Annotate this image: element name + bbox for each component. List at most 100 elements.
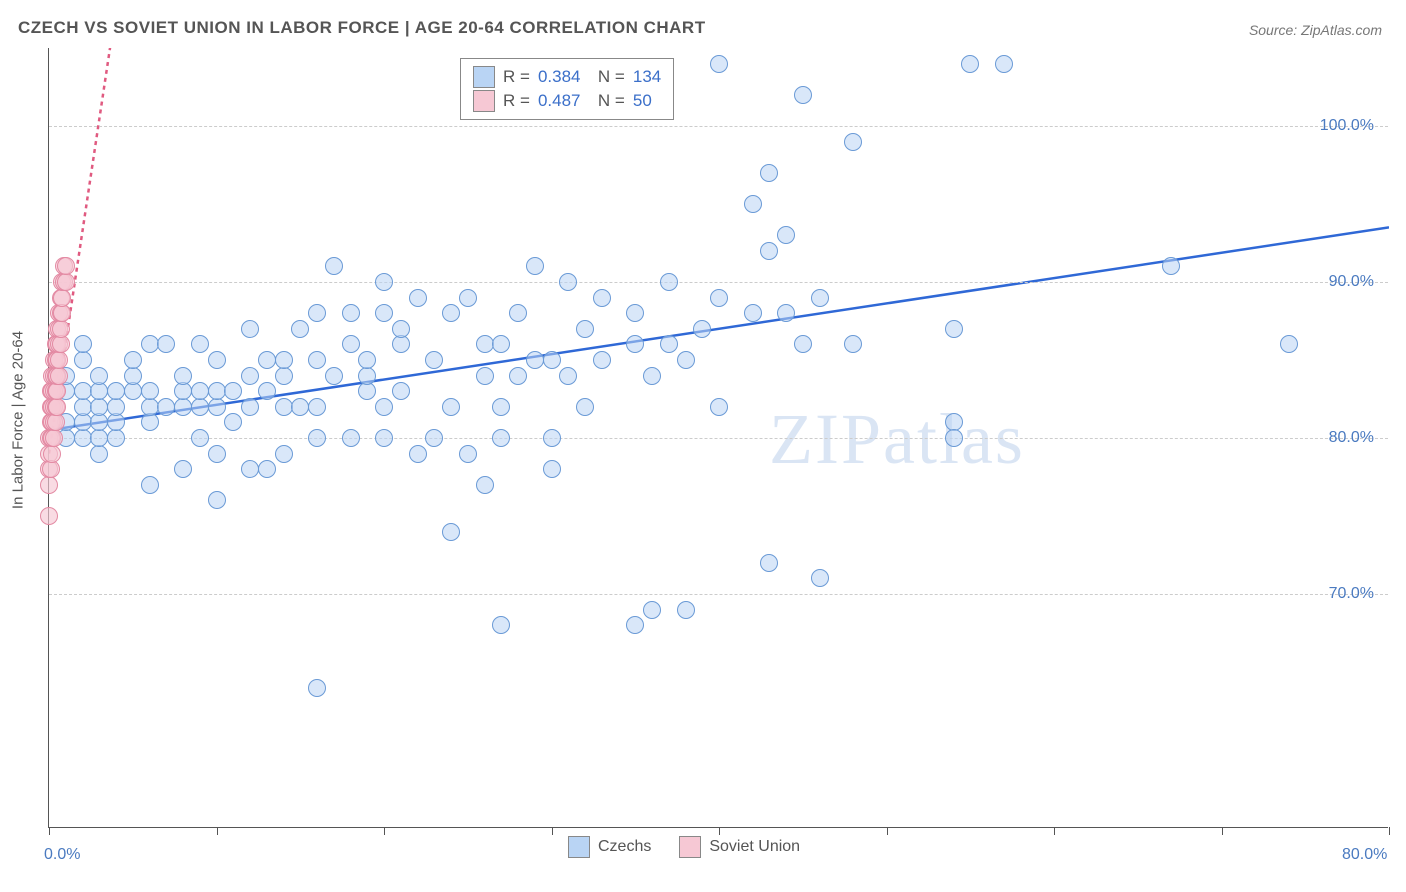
marker-czech — [174, 382, 192, 400]
marker-czech — [811, 569, 829, 587]
marker-czech — [492, 616, 510, 634]
marker-czech — [526, 257, 544, 275]
marker-czech — [442, 523, 460, 541]
marker-czech — [626, 335, 644, 353]
stat-r-label: R = — [503, 65, 530, 89]
marker-czech — [90, 429, 108, 447]
x-tick — [552, 827, 553, 835]
stat-n-label: N = — [588, 89, 624, 113]
x-tick-label: 0.0% — [44, 846, 80, 864]
marker-czech — [258, 351, 276, 369]
marker-czech — [208, 351, 226, 369]
marker-czech — [157, 335, 175, 353]
marker-czech — [191, 398, 209, 416]
marker-czech — [409, 289, 427, 307]
marker-czech — [710, 289, 728, 307]
marker-czech — [90, 367, 108, 385]
marker-czech — [241, 320, 259, 338]
marker-czech — [559, 367, 577, 385]
stat-n-czech: 134 — [633, 65, 661, 89]
marker-soviet — [42, 460, 60, 478]
marker-czech — [107, 398, 125, 416]
marker-czech — [425, 429, 443, 447]
marker-czech — [760, 164, 778, 182]
marker-czech — [107, 429, 125, 447]
marker-czech — [74, 351, 92, 369]
chart-title: CZECH VS SOVIET UNION IN LABOR FORCE | A… — [18, 18, 706, 38]
x-tick — [887, 827, 888, 835]
marker-czech — [425, 351, 443, 369]
marker-czech — [124, 351, 142, 369]
marker-czech — [342, 429, 360, 447]
x-tick — [217, 827, 218, 835]
marker-czech — [224, 382, 242, 400]
marker-czech — [174, 367, 192, 385]
marker-czech — [710, 398, 728, 416]
marker-czech — [375, 273, 393, 291]
marker-czech — [308, 351, 326, 369]
legend-item-soviet: Soviet Union — [679, 836, 800, 858]
marker-czech — [961, 55, 979, 73]
marker-czech — [526, 351, 544, 369]
marker-czech — [358, 351, 376, 369]
marker-czech — [375, 398, 393, 416]
marker-czech — [258, 460, 276, 478]
marker-czech — [576, 398, 594, 416]
swatch-soviet-icon — [473, 90, 495, 112]
marker-czech — [124, 382, 142, 400]
x-tick — [1389, 827, 1390, 835]
marker-czech — [241, 398, 259, 416]
marker-czech — [677, 601, 695, 619]
marker-czech — [392, 335, 410, 353]
marker-czech — [275, 398, 293, 416]
marker-czech — [392, 320, 410, 338]
marker-czech — [241, 367, 259, 385]
marker-czech — [141, 335, 159, 353]
marker-czech — [677, 351, 695, 369]
marker-czech — [74, 413, 92, 431]
marker-czech — [308, 429, 326, 447]
marker-czech — [442, 304, 460, 322]
marker-czech — [275, 445, 293, 463]
source-label: Source: ZipAtlas.com — [1249, 22, 1382, 38]
marker-czech — [308, 398, 326, 416]
marker-czech — [593, 351, 611, 369]
marker-czech — [90, 398, 108, 416]
marker-czech — [291, 320, 309, 338]
marker-czech — [325, 257, 343, 275]
y-axis-title: In Labor Force | Age 20-64 — [10, 331, 27, 509]
gridline-h — [49, 438, 1388, 439]
marker-czech — [74, 382, 92, 400]
marker-czech — [744, 304, 762, 322]
marker-czech — [409, 445, 427, 463]
marker-czech — [291, 398, 309, 416]
marker-czech — [660, 273, 678, 291]
marker-czech — [643, 601, 661, 619]
gridline-h — [49, 126, 1388, 127]
marker-czech — [760, 554, 778, 572]
marker-czech — [208, 491, 226, 509]
marker-soviet — [53, 304, 71, 322]
marker-czech — [107, 413, 125, 431]
marker-czech — [543, 429, 561, 447]
marker-czech — [1162, 257, 1180, 275]
x-tick — [49, 827, 50, 835]
marker-soviet — [50, 367, 68, 385]
marker-czech — [693, 320, 711, 338]
stat-n-soviet: 50 — [633, 89, 652, 113]
marker-czech — [660, 335, 678, 353]
y-tick-label: 90.0% — [1329, 273, 1374, 291]
marker-czech — [442, 398, 460, 416]
marker-czech — [107, 382, 125, 400]
marker-czech — [141, 413, 159, 431]
marker-czech — [509, 367, 527, 385]
marker-czech — [593, 289, 611, 307]
marker-czech — [476, 367, 494, 385]
legend-label-czech: Czechs — [598, 838, 651, 856]
marker-czech — [559, 273, 577, 291]
marker-czech — [90, 413, 108, 431]
marker-czech — [794, 335, 812, 353]
marker-czech — [844, 335, 862, 353]
marker-czech — [576, 320, 594, 338]
legend-series: Czechs Soviet Union — [568, 836, 800, 858]
